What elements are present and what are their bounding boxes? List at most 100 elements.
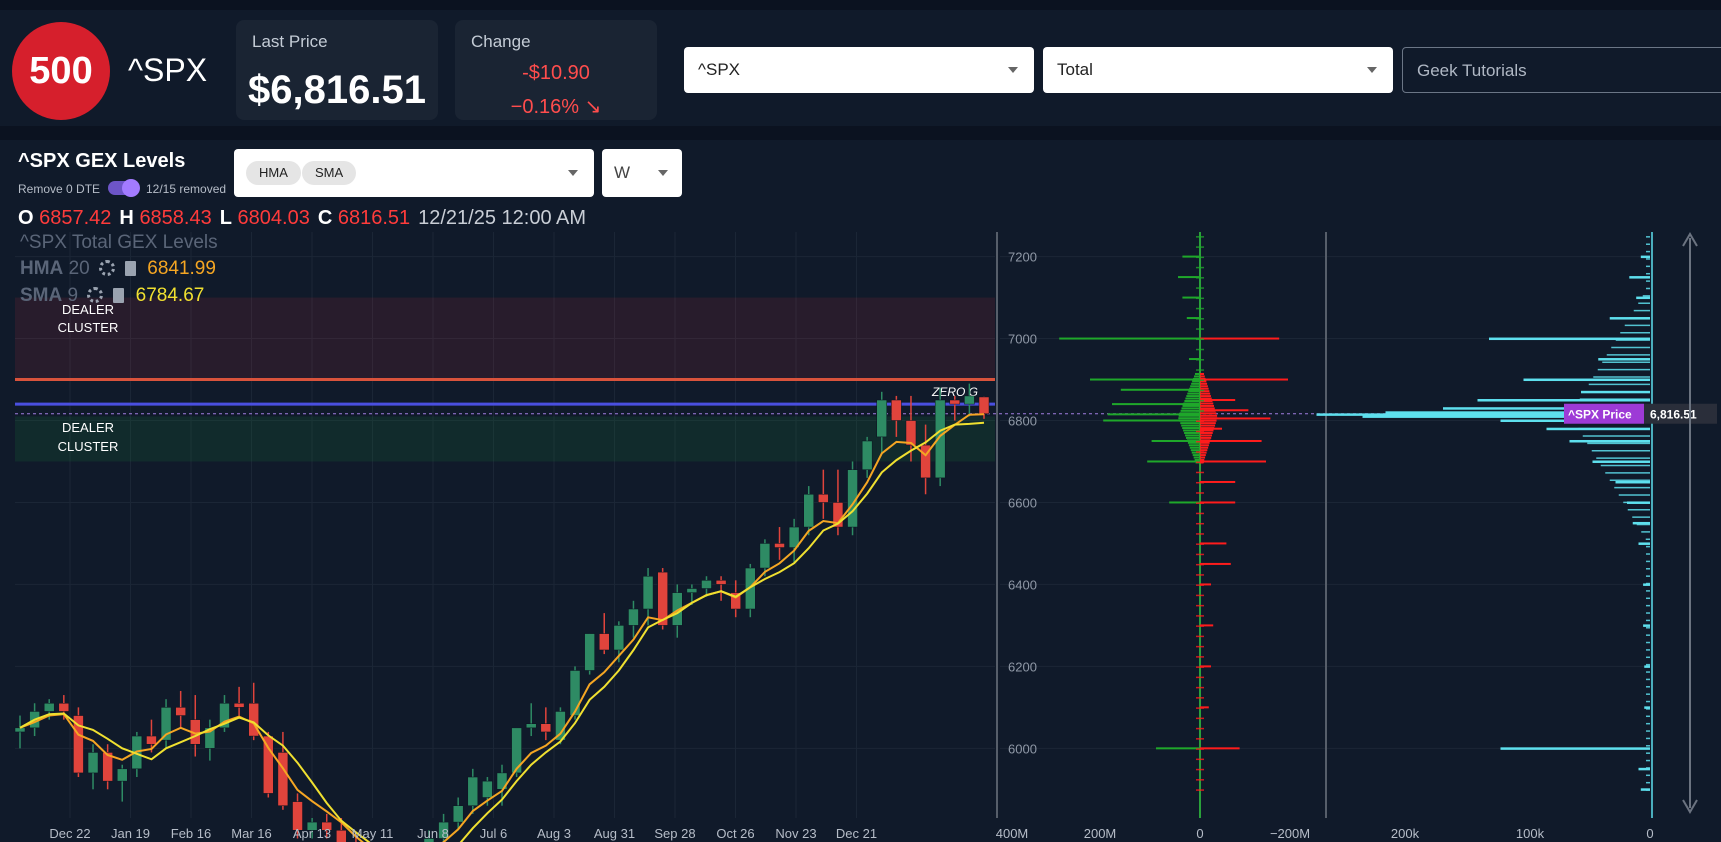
candle xyxy=(628,608,639,626)
gex-tick xyxy=(1196,502,1204,504)
gex-bar-positive xyxy=(1189,358,1200,361)
gex-tick xyxy=(1196,318,1204,320)
gex-bar-negative xyxy=(1200,387,1209,390)
gex-tick xyxy=(1196,676,1204,679)
gex-tick xyxy=(1196,256,1204,259)
candle xyxy=(58,703,70,712)
gex-bar-negative xyxy=(1200,434,1212,437)
gex-bar-negative xyxy=(1200,414,1218,417)
brand-logo[interactable]: 500 xyxy=(12,22,110,120)
volume-profile-bar xyxy=(1588,383,1650,386)
volume-profile-bar xyxy=(1643,583,1650,586)
candle xyxy=(701,580,712,589)
volume-profile-bar xyxy=(1629,317,1650,319)
gex-bar-positive xyxy=(1107,413,1200,416)
volume-profile-bar xyxy=(1646,272,1650,275)
legend-hma: HMA 20 6841.99 xyxy=(20,258,216,280)
gex-bar-positive xyxy=(1184,431,1200,434)
gex-tick xyxy=(1196,420,1204,423)
candle xyxy=(175,707,186,716)
candle xyxy=(642,575,654,610)
gex-bar-negative xyxy=(1200,375,1205,378)
symbol-select[interactable]: ^SPX xyxy=(684,47,1034,93)
volume-profile-bar xyxy=(1646,649,1650,651)
gex-bar-positive xyxy=(1090,378,1200,381)
volume-profile-bar xyxy=(1646,604,1650,607)
gex-bar-positive xyxy=(1182,427,1200,430)
scroll-down-icon[interactable] xyxy=(1682,799,1698,814)
gex-bar-negative xyxy=(1200,399,1236,402)
gex-bar-positive xyxy=(1189,446,1200,449)
indicator-chip-hma[interactable]: HMA xyxy=(246,161,301,185)
gex-tick xyxy=(1196,645,1204,648)
gex-bar-negative xyxy=(1200,583,1211,586)
gex-bar-negative xyxy=(1200,390,1210,393)
volume-profile-bar xyxy=(1646,590,1650,592)
dealer-cluster-label: CLUSTER xyxy=(58,439,119,454)
volume-profile-bar xyxy=(1596,457,1650,459)
hma-trash-icon[interactable] xyxy=(124,261,136,276)
volume-profile-bar xyxy=(1632,516,1650,518)
indicator-select[interactable]: HMA SMA xyxy=(234,149,594,197)
chevron-down-icon xyxy=(568,170,578,176)
trend-down-icon: ↘ xyxy=(584,96,602,118)
volume-axis-label: 200k xyxy=(1391,826,1420,841)
scroll-up-icon[interactable] xyxy=(1682,232,1698,247)
period-select[interactable]: W xyxy=(602,149,682,197)
gex-tick xyxy=(1196,543,1204,545)
volume-profile-bar xyxy=(1646,752,1650,754)
gex-bar-positive xyxy=(1178,276,1200,279)
gex-tick xyxy=(1196,594,1204,597)
hma-gear-icon[interactable] xyxy=(98,260,115,276)
dealer-cluster-label: CLUSTER xyxy=(58,320,119,335)
volume-profile-bar xyxy=(1641,531,1650,533)
gex-tick xyxy=(1196,615,1204,617)
dealer-cluster-label: DEALER xyxy=(62,420,114,435)
sma-value: 6784.67 xyxy=(135,285,205,306)
tutorials-input[interactable]: Geek Tutorials xyxy=(1402,47,1721,93)
candle xyxy=(511,727,522,774)
gex-tick xyxy=(1196,717,1204,720)
volume-profile-bar xyxy=(1362,415,1650,418)
candle xyxy=(116,768,128,782)
candle xyxy=(686,588,698,593)
volume-profile-bar xyxy=(1642,295,1650,297)
volume-profile-bar xyxy=(1385,411,1650,414)
gex-bar-positive xyxy=(1182,296,1200,299)
gex-tick xyxy=(1196,277,1204,279)
gex-type-select[interactable]: Total xyxy=(1043,47,1393,93)
volume-profile-bar xyxy=(1646,700,1650,703)
volume-profile-bar xyxy=(1636,523,1650,526)
volume-profile-bar xyxy=(1646,678,1650,681)
gex-bar-positive xyxy=(1194,375,1200,378)
gex-bar-negative xyxy=(1200,402,1214,405)
chevron-down-icon xyxy=(1367,67,1377,73)
x-axis-tick-label: Dec 21 xyxy=(836,826,877,841)
indicator-chip-sma[interactable]: SMA xyxy=(302,161,357,185)
volume-profile-bar xyxy=(1614,486,1650,489)
sma-trash-icon[interactable] xyxy=(113,288,125,303)
gex-bar-negative xyxy=(1200,501,1236,504)
y-axis-tick-label: 6200 xyxy=(1008,659,1037,674)
gex-tick xyxy=(1196,522,1204,525)
gex-bar-negative xyxy=(1200,562,1231,565)
gex-bar-positive xyxy=(1183,429,1200,432)
candle xyxy=(949,399,961,405)
gex-bar-negative xyxy=(1200,441,1210,444)
gex-tick xyxy=(1196,779,1204,781)
dealer-cluster-label: DEALER xyxy=(62,302,114,317)
volume-profile-bar xyxy=(1646,258,1650,260)
volume-axis-label: 0 xyxy=(1646,826,1653,841)
gex-tick xyxy=(1196,707,1204,709)
gex-tick xyxy=(1196,492,1204,494)
gex-bar-positive xyxy=(1194,459,1200,462)
candle xyxy=(832,502,844,528)
gex-bar-negative xyxy=(1200,456,1206,459)
sma-gear-icon[interactable] xyxy=(87,287,104,303)
candle xyxy=(569,670,581,716)
gex-tick xyxy=(1196,584,1204,586)
volume-profile-bar xyxy=(1644,665,1650,668)
remove-dte-toggle[interactable] xyxy=(108,179,140,197)
volume-profile-bar xyxy=(1623,501,1650,504)
